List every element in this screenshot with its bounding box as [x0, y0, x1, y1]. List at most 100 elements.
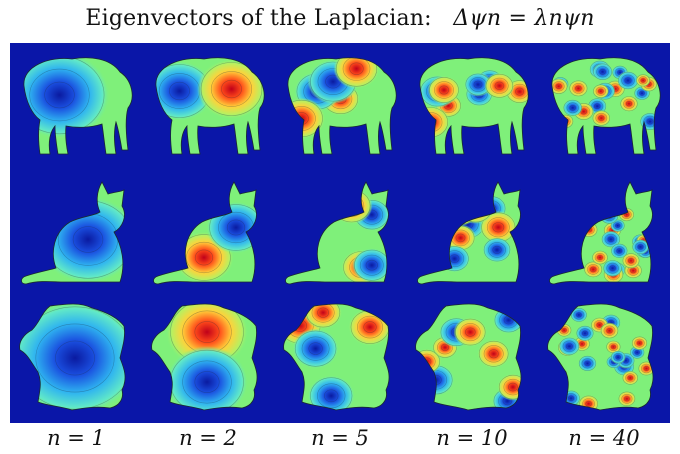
contour-line [610, 350, 626, 364]
contour-line [640, 78, 646, 83]
contour-line [618, 391, 636, 407]
contour-line [585, 400, 592, 407]
contour-line [631, 336, 648, 350]
contour-line [595, 86, 606, 96]
contour-line [317, 307, 329, 318]
positive-lobe [568, 79, 589, 97]
contour-line [194, 249, 214, 266]
contour-line [23, 57, 105, 135]
contour-line [593, 84, 609, 98]
contour-line [595, 112, 608, 124]
cell-france-n5 [283, 303, 390, 411]
contour-line [589, 266, 597, 273]
contour-line [182, 360, 232, 404]
contour-line [311, 304, 335, 323]
contour-line [625, 100, 633, 107]
contour-line [221, 79, 242, 99]
contour-line [636, 340, 643, 346]
contour-line [646, 118, 654, 125]
contour-line [200, 62, 263, 116]
positive-lobe [477, 339, 511, 369]
contour-line [576, 312, 582, 318]
contour-line [610, 344, 616, 350]
contour-line [639, 90, 645, 96]
contour-line [635, 242, 647, 252]
contour-line [611, 243, 628, 258]
contour-line [587, 264, 600, 275]
contour-line [490, 77, 509, 94]
positive-lobe [453, 317, 488, 347]
eigenmode-pattern [155, 59, 265, 121]
negative-lobe [610, 243, 629, 259]
positive-lobe [427, 75, 461, 105]
column-label-n2: n = 2 [179, 426, 237, 450]
contour-line [515, 87, 525, 96]
contour-line [483, 345, 504, 363]
column-label-n1: n = 1 [47, 426, 105, 450]
contour-line [623, 396, 630, 402]
contour-line [440, 343, 450, 352]
contour-line [621, 393, 633, 404]
cell-france-n1 [19, 303, 126, 411]
negative-lobe [570, 307, 588, 323]
contour-line [503, 378, 522, 396]
negative-lobe [602, 259, 623, 277]
contour-line [194, 371, 220, 393]
contour-line [596, 66, 609, 78]
negative-lobe [592, 62, 613, 81]
contour-line [473, 80, 483, 89]
negative-lobe [155, 61, 214, 121]
contour-line [624, 77, 632, 84]
column-labels: n = 1 n = 2 n = 5 n = 10 n = 40 [10, 424, 670, 454]
contour-line [606, 328, 613, 334]
contour-line [310, 377, 353, 410]
contour-line [455, 318, 486, 346]
negative-lobe [631, 239, 650, 255]
negative-lobe [482, 237, 512, 263]
contour-line [584, 360, 591, 367]
contour-line [576, 325, 594, 341]
negative-lobe [19, 304, 126, 410]
positive-lobe [197, 59, 265, 119]
negative-lobe [601, 230, 621, 248]
contour-line [567, 395, 575, 402]
positive-lobe [592, 84, 610, 99]
contour-line [323, 389, 339, 403]
contour-line [573, 310, 585, 320]
contour-line [508, 382, 518, 392]
contour-line [596, 322, 603, 328]
contour-line [492, 245, 502, 254]
contour-line [565, 343, 573, 350]
column-label-n40: n = 40 [568, 426, 640, 450]
contour-line [634, 338, 645, 348]
contour-line [638, 76, 648, 85]
contour-line [637, 244, 644, 250]
contour-line [365, 259, 378, 271]
negative-lobe [575, 325, 595, 342]
contour-line [498, 374, 522, 400]
contour-line [579, 328, 591, 339]
contour-line [29, 68, 90, 122]
contour-line [433, 81, 454, 99]
contour-line [601, 231, 620, 248]
contour-line [226, 219, 246, 236]
contour-line [615, 223, 621, 228]
negative-lobe [562, 99, 583, 117]
contour-line [465, 327, 476, 337]
contour-line [55, 340, 95, 376]
cell-elephant-n40 [551, 57, 661, 155]
contour-line [460, 323, 481, 342]
contour-line [488, 242, 506, 258]
positive-lobe [605, 340, 622, 354]
positive-lobe [631, 335, 648, 351]
contour-line [634, 350, 640, 355]
contour-line [429, 77, 459, 103]
contour-line [613, 352, 623, 362]
contour-line [483, 238, 511, 262]
contour-line [210, 71, 253, 107]
contour-line [209, 204, 257, 251]
contour-line [597, 88, 604, 94]
contour-line [621, 74, 635, 87]
contour-line [636, 74, 650, 87]
contour-line [438, 85, 450, 95]
